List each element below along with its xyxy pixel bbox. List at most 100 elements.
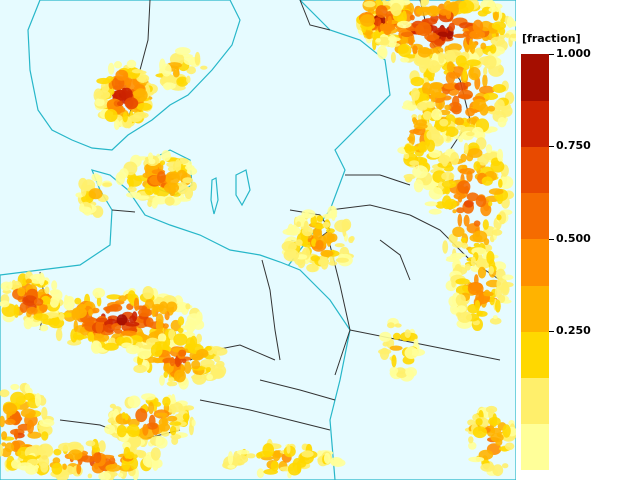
fraction-patch: [17, 287, 26, 297]
fraction-patch: [472, 426, 487, 439]
fraction-patch: [80, 455, 95, 463]
fraction-patch: [24, 383, 31, 394]
fraction-patch: [485, 144, 493, 154]
fraction-patch: [428, 187, 443, 200]
fraction-patch: [491, 229, 503, 236]
fraction-patch: [415, 119, 427, 127]
fraction-patch: [62, 463, 67, 470]
border-latvia-lithuania: [329, 204, 411, 216]
fraction-patch: [51, 280, 58, 291]
border-austria-hungary: [199, 399, 331, 431]
fraction-patch: [177, 316, 185, 326]
fraction-patch: [462, 164, 468, 169]
fraction-patch: [115, 69, 129, 81]
fraction-patch: [487, 105, 496, 112]
fraction-patch: [483, 67, 488, 76]
fraction-patch: [383, 24, 392, 36]
fraction-patch: [496, 148, 504, 162]
fraction-patch: [418, 141, 428, 153]
fraction-patch: [87, 473, 93, 479]
fraction-patch: [418, 48, 432, 55]
fraction-patch: [458, 138, 463, 143]
fraction-patch: [303, 220, 309, 233]
fraction-patch: [442, 240, 449, 254]
legend-swatch: [521, 192, 549, 240]
fraction-patch: [441, 172, 455, 181]
fraction-patch: [161, 430, 170, 437]
fraction-patch: [61, 312, 73, 318]
fraction-patch: [34, 393, 42, 407]
fraction-patch: [166, 415, 178, 422]
fraction-patch: [39, 303, 48, 312]
fraction-patch: [403, 145, 420, 151]
fraction-patch: [131, 69, 143, 74]
fraction-patch: [477, 10, 488, 17]
fraction-patch: [26, 306, 38, 315]
fraction-patch: [463, 142, 469, 155]
fraction-patch: [141, 393, 156, 401]
fraction-patch: [428, 76, 435, 82]
fraction-patch: [389, 370, 397, 377]
legend-swatch: [521, 100, 549, 147]
fraction-patch: [504, 442, 515, 451]
fraction-patch: [412, 45, 418, 54]
fraction-patch: [73, 319, 79, 333]
fraction-patch: [169, 425, 177, 436]
legend-swatch: [521, 146, 549, 194]
fraction-patch: [444, 104, 451, 111]
fraction-patch: [349, 235, 355, 242]
fraction-patch: [472, 98, 487, 111]
fraction-patch: [166, 381, 178, 387]
fraction-patch: [491, 21, 506, 31]
fraction-patch: [169, 421, 182, 426]
fraction-patch: [172, 69, 180, 78]
fraction-patch: [200, 65, 208, 70]
fraction-patch: [322, 213, 338, 219]
fraction-patch: [506, 16, 514, 28]
fraction-patch: [502, 274, 514, 281]
fraction-patch: [379, 331, 392, 342]
fraction-patch: [401, 31, 414, 38]
fraction-patch: [122, 441, 131, 450]
fraction-patch: [192, 319, 205, 330]
legend-tick-mark: [549, 238, 554, 240]
fraction-patch: [182, 177, 194, 184]
fraction-patch: [502, 424, 511, 438]
fraction-patch: [123, 446, 131, 459]
fraction-patch: [156, 171, 166, 183]
map-canvas[interactable]: [0, 0, 516, 480]
fraction-patch: [105, 306, 111, 314]
fraction-patch: [142, 286, 154, 300]
fraction-patch: [44, 286, 50, 295]
fraction-patch: [452, 209, 457, 214]
fraction-patch: [152, 303, 162, 310]
border-lithuania-belarus: [379, 239, 411, 281]
fraction-patch: [96, 77, 112, 85]
fraction-patch: [185, 318, 197, 333]
fraction-patch: [452, 95, 460, 108]
fraction-patch: [431, 108, 443, 121]
fraction-patch: [180, 193, 185, 200]
fraction-patch: [450, 152, 460, 166]
fraction-patch: [474, 300, 481, 311]
fraction-patch: [256, 452, 263, 459]
fraction-patch: [191, 374, 203, 380]
fraction-patch: [389, 345, 403, 351]
fraction-patch: [380, 36, 390, 46]
fraction-patch: [492, 315, 498, 320]
fraction-patch: [479, 85, 495, 95]
fraction-patch: [196, 348, 209, 358]
oland-island: [210, 177, 219, 215]
fraction-patch: [205, 366, 211, 373]
fraction-patch: [196, 333, 203, 343]
fraction-patch: [441, 195, 452, 210]
fraction-patch: [456, 312, 462, 317]
fraction-patch: [88, 188, 103, 200]
fraction-patch: [392, 332, 401, 340]
fraction-patch: [287, 462, 302, 476]
fraction-patch: [365, 32, 374, 40]
fraction-patch: [227, 451, 234, 466]
fraction-patch: [159, 375, 165, 386]
fraction-patch: [391, 354, 397, 368]
fraction-patch: [374, 17, 382, 26]
